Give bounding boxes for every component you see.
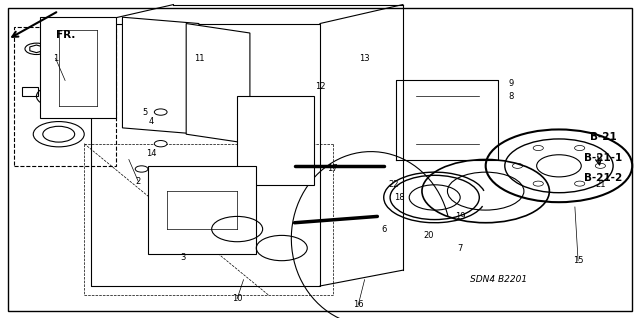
Text: B-21-1: B-21-1 bbox=[584, 153, 623, 163]
Polygon shape bbox=[40, 17, 116, 118]
Bar bbox=[22, 87, 38, 96]
Text: 11: 11 bbox=[194, 54, 204, 63]
Text: 15: 15 bbox=[573, 256, 583, 265]
FancyBboxPatch shape bbox=[8, 8, 632, 311]
Text: 3: 3 bbox=[180, 253, 186, 262]
Text: 13: 13 bbox=[359, 54, 370, 63]
Text: 12: 12 bbox=[315, 82, 325, 91]
Circle shape bbox=[135, 166, 148, 172]
Text: 7: 7 bbox=[458, 243, 463, 253]
Text: 5: 5 bbox=[142, 108, 147, 116]
Circle shape bbox=[154, 141, 167, 147]
Text: 22: 22 bbox=[388, 180, 399, 189]
Text: 4: 4 bbox=[148, 117, 154, 126]
Text: SDN4 B2201: SDN4 B2201 bbox=[470, 275, 527, 284]
Text: 16: 16 bbox=[353, 300, 364, 309]
Text: 14: 14 bbox=[146, 149, 156, 158]
Polygon shape bbox=[237, 96, 314, 185]
Circle shape bbox=[154, 109, 167, 115]
Text: 18: 18 bbox=[394, 193, 405, 202]
Text: 10: 10 bbox=[232, 294, 243, 303]
Text: B-21-2: B-21-2 bbox=[584, 174, 623, 183]
Text: 2: 2 bbox=[136, 177, 141, 186]
Text: 1: 1 bbox=[53, 54, 58, 63]
Polygon shape bbox=[30, 45, 43, 53]
Text: FR.: FR. bbox=[56, 30, 75, 40]
Text: 20: 20 bbox=[423, 231, 433, 240]
Text: 19: 19 bbox=[455, 212, 465, 221]
Polygon shape bbox=[186, 24, 250, 144]
Polygon shape bbox=[148, 166, 256, 254]
Text: 9: 9 bbox=[509, 79, 514, 88]
Text: B-21: B-21 bbox=[590, 132, 617, 142]
Text: 17: 17 bbox=[328, 165, 338, 174]
Text: 21: 21 bbox=[595, 180, 605, 189]
Polygon shape bbox=[122, 17, 199, 134]
Text: 6: 6 bbox=[381, 225, 387, 234]
FancyBboxPatch shape bbox=[14, 27, 116, 166]
Text: 8: 8 bbox=[508, 92, 514, 101]
